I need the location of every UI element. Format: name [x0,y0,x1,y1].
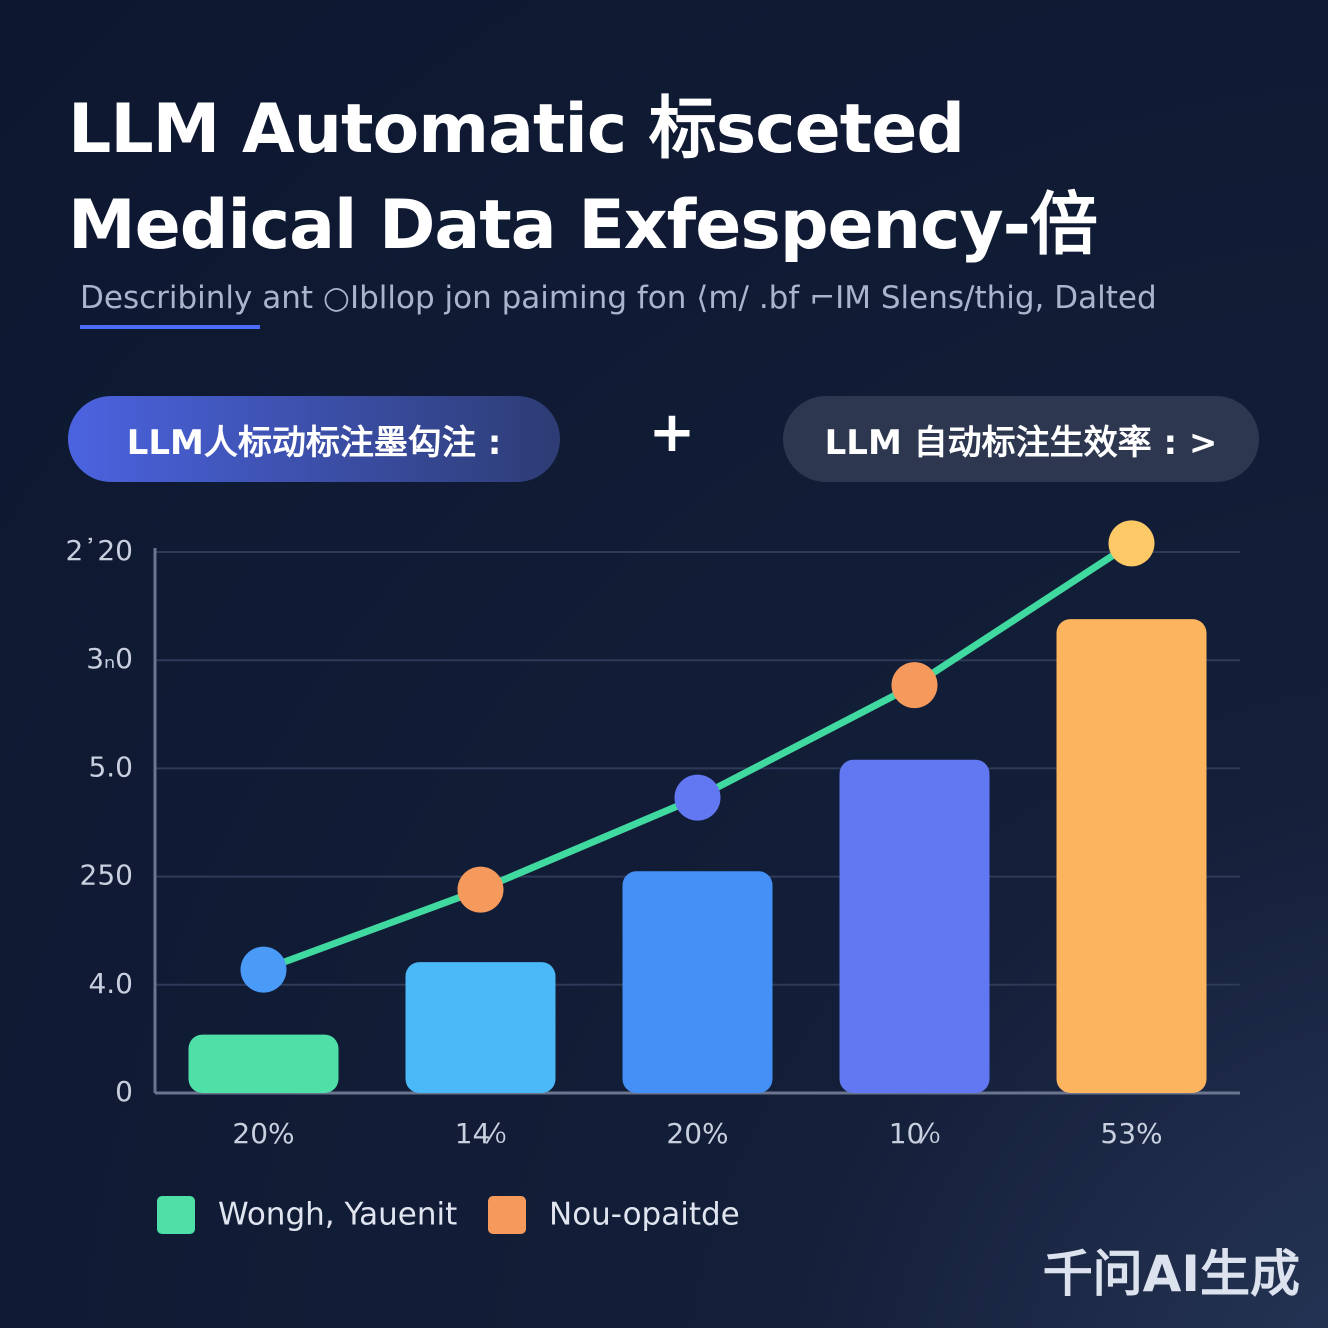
bar [1056,619,1207,1093]
x-tick-label: 14⁄₀ [455,1117,507,1150]
legend-label: Wongh, Yauenit [218,1197,457,1233]
y-tick-label: 250 [80,859,133,892]
y-tick-label: 3ₙ0 [86,642,133,675]
pill-separator: + [648,400,696,465]
y-tick-label: 5.0 [88,750,133,783]
bar [839,759,990,1093]
y-tick-label: 2᾽20 [66,534,133,567]
pill-right: LLM 自动标注生效率 : > [783,396,1259,482]
pill-left: LLM人标动标注墨匃注 : [68,396,560,482]
x-tick-label: 53% [1100,1117,1162,1150]
x-tick-label: 10⁄₀ [889,1117,941,1150]
subtitle: Describinly ant ○Ⅰbllop jon paiming fon … [80,280,1157,316]
title: LLM Automatic 标sceted Medical Data Exfes… [68,90,1098,265]
y-tick-label: 0 [115,1075,133,1108]
line-point [891,662,938,709]
bar [188,1034,339,1093]
x-tick-label: 20% [666,1117,728,1150]
watermark: 千问AI生成 [1042,1245,1300,1303]
bar [622,871,773,1093]
y-tick-label: 4.0 [88,967,133,1000]
legend-swatch [488,1196,526,1234]
subtitle-underline [80,325,260,329]
bar [405,962,556,1093]
legend-label: Nou-opaitde [549,1197,740,1233]
x-tick-label: 20% [232,1117,294,1150]
legend-swatch [157,1196,195,1234]
line-point [1108,520,1155,567]
line-point [457,866,504,913]
line-point [674,774,721,821]
line-point [240,946,287,993]
